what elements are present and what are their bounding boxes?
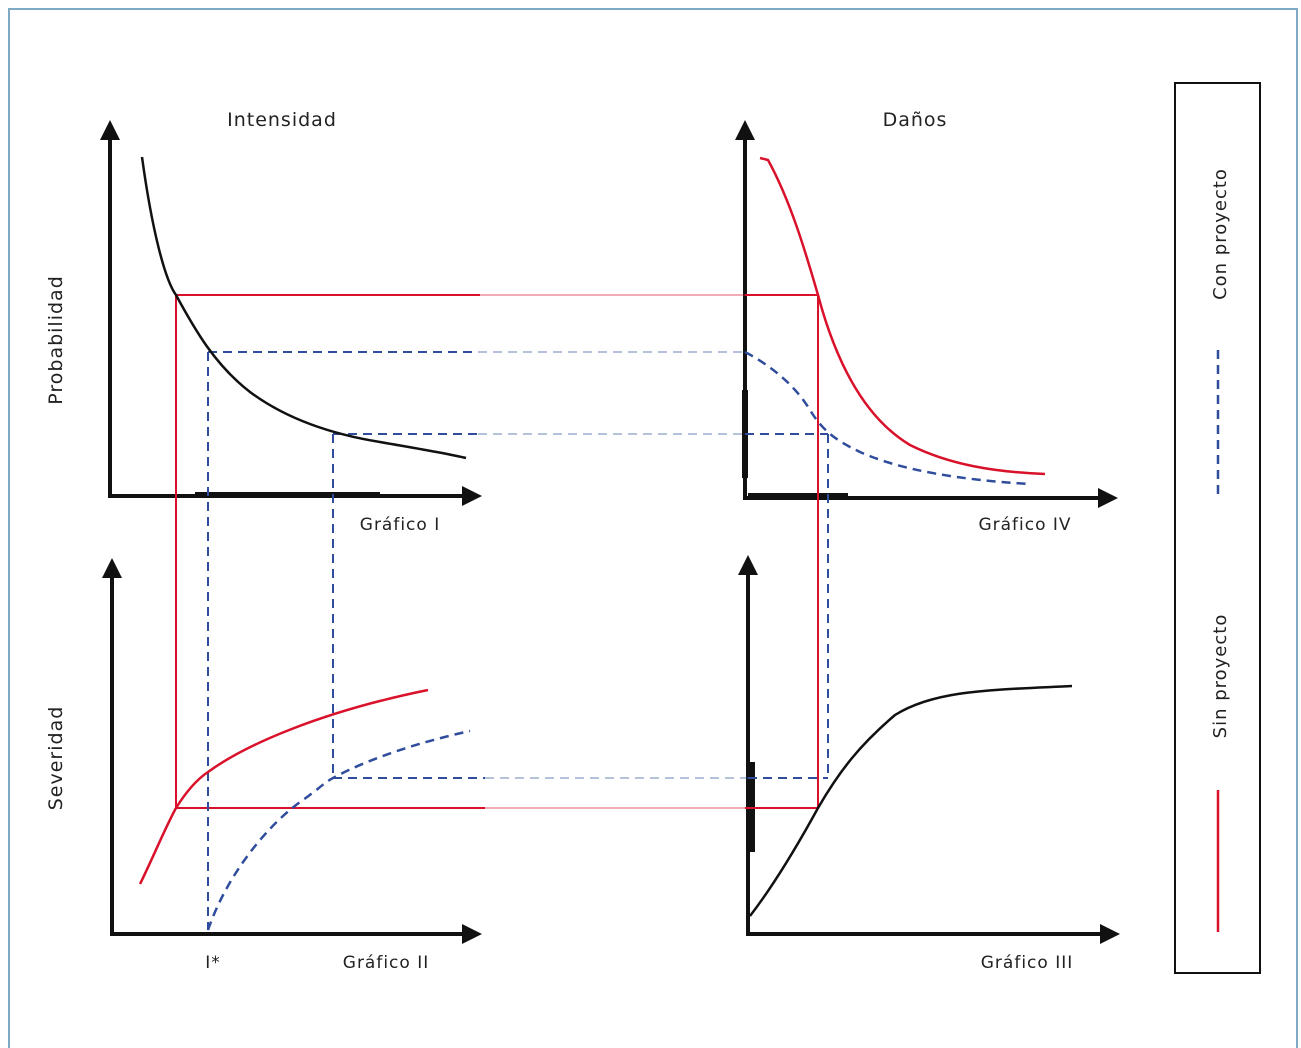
- curve-danos-sin-proyecto: [759, 156, 1046, 476]
- axes-graph-i: [100, 120, 482, 506]
- legend-label-con-proyecto: Con proyecto: [1210, 168, 1231, 300]
- legend-box: [1174, 82, 1261, 974]
- legend-label-sin-proyecto: Sin proyecto: [1210, 614, 1231, 739]
- title-intensidad: Intensidad: [227, 109, 337, 131]
- label-grafico-i: Gráfico I: [360, 515, 440, 535]
- label-i-star: I*: [205, 953, 221, 973]
- label-grafico-ii: Gráfico II: [343, 953, 429, 973]
- axis-highlights: [195, 390, 848, 852]
- figure-frame: [8, 8, 1298, 1048]
- curve-probabilidad-intensidad: [140, 156, 467, 460]
- sin-proyecto-guides: [175, 294, 819, 809]
- title-danos: Daños: [883, 109, 948, 131]
- curve-danos-con-proyecto: [744, 350, 1031, 486]
- axes-graph-iv: [735, 120, 1118, 508]
- curve-severidad-sin-proyecto: [138, 688, 429, 885]
- curve-severidad-con-proyecto: [206, 729, 471, 931]
- label-probabilidad: Probabilidad: [45, 275, 67, 405]
- label-grafico-iii: Gráfico III: [981, 953, 1073, 973]
- curve-danos-severidad: [749, 684, 1073, 917]
- axes-graph-iii: [738, 555, 1120, 944]
- axes-graph-ii: [102, 558, 482, 944]
- label-severidad: Severidad: [45, 706, 67, 811]
- label-grafico-iv: Gráfico IV: [978, 515, 1071, 535]
- con-proyecto-guides: [207, 351, 829, 930]
